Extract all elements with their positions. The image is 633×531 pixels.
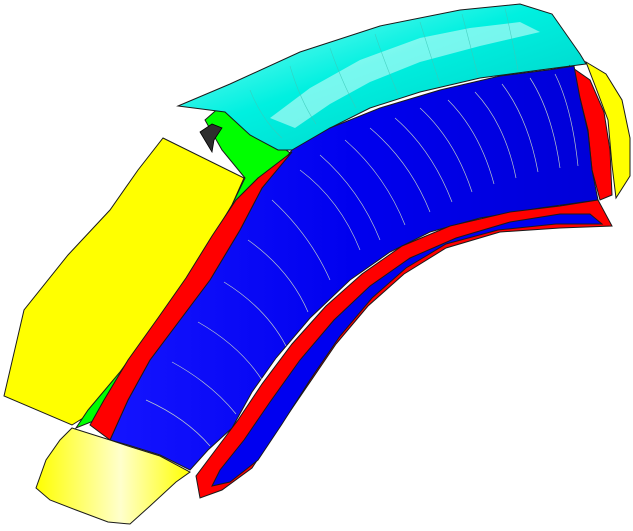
blue-lower-band (211, 213, 604, 487)
yellow-side-strip-outer (585, 60, 631, 200)
iso-lines (145, 73, 579, 447)
yellow-toe-surface (35, 427, 191, 525)
iso-lines-top (249, 7, 519, 139)
dark-notch (199, 123, 223, 154)
cyan-top-highlight (270, 22, 540, 128)
